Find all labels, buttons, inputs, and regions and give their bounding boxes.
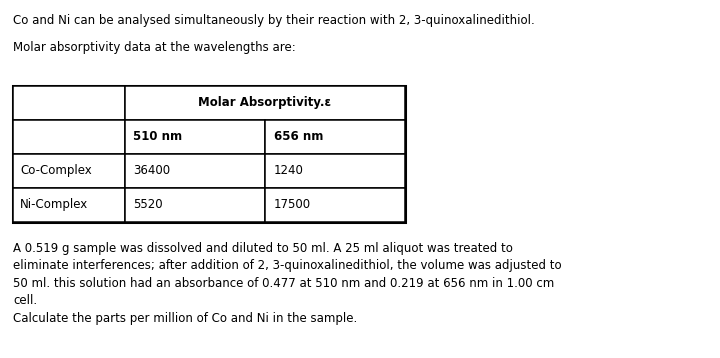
Text: Co-Complex: Co-Complex [20, 164, 92, 178]
Text: 5520: 5520 [133, 198, 163, 212]
Text: 1240: 1240 [274, 164, 303, 178]
Bar [265, 154, 405, 188]
Text: A 0.519 g sample was dissolved and diluted to 50 ml. A 25 ml aliquot was treated: A 0.519 g sample was dissolved and dilut… [13, 242, 562, 325]
Bar [125, 154, 265, 188]
Bar [125, 120, 265, 154]
Bar [13, 120, 125, 154]
Bar [13, 86, 405, 222]
Bar [13, 154, 125, 188]
Bar [265, 188, 405, 222]
Bar [265, 120, 405, 154]
Text: 36400: 36400 [133, 164, 171, 178]
Bar [125, 86, 405, 120]
Text: 510 nm: 510 nm [133, 130, 182, 144]
Text: 17500: 17500 [274, 198, 311, 212]
Bar [125, 188, 265, 222]
Text: 656 nm: 656 nm [274, 130, 323, 144]
Text: Molar Absorptivity.ε: Molar Absorptivity.ε [199, 96, 331, 110]
Text: Molar absorptivity data at the wavelengths are:: Molar absorptivity data at the wavelengt… [13, 41, 296, 54]
Bar [13, 86, 125, 120]
Text: Ni-Complex: Ni-Complex [20, 198, 89, 212]
Bar [13, 188, 125, 222]
Text: Co and Ni can be analysed simultaneously by their reaction with 2, 3-quinoxaline: Co and Ni can be analysed simultaneously… [13, 14, 535, 27]
